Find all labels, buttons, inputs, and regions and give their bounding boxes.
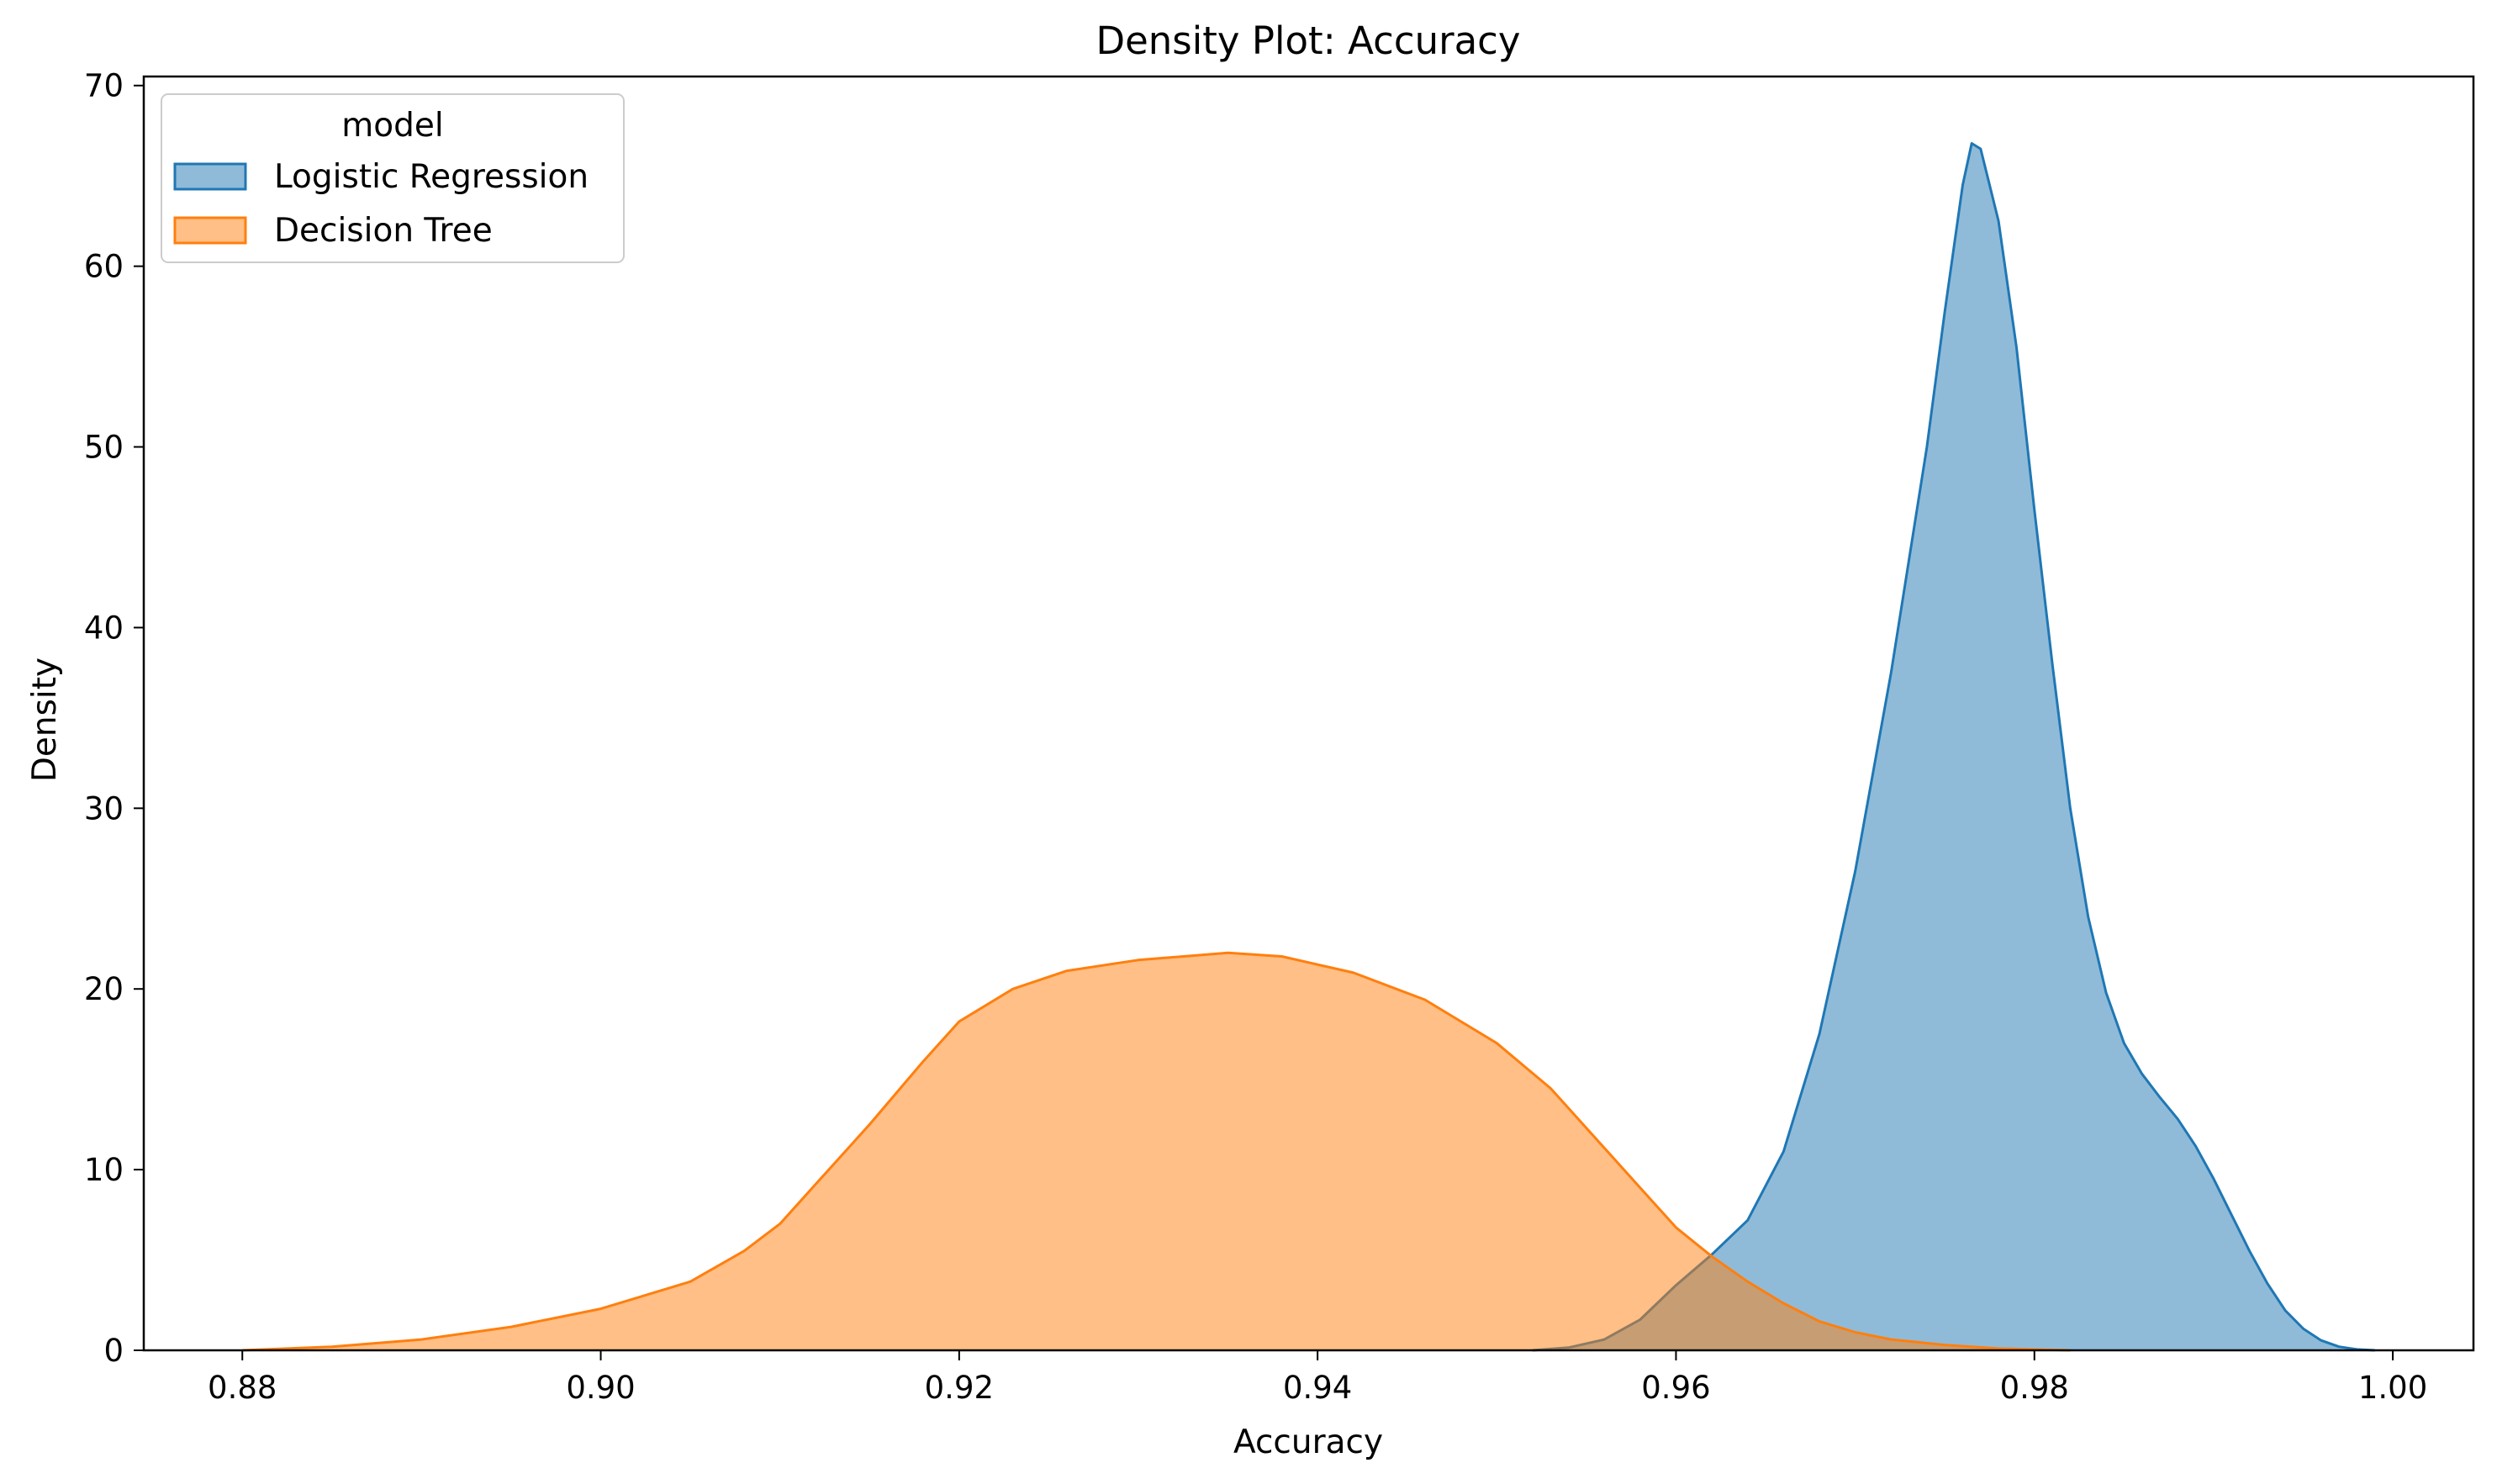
density-area-decision-tree xyxy=(242,953,2071,1350)
y-tick-label: 60 xyxy=(84,249,124,285)
y-axis-label: Density xyxy=(26,658,64,782)
y-tick-label: 40 xyxy=(84,610,124,646)
y-tick-label: 0 xyxy=(103,1333,124,1369)
density-line-decision-tree xyxy=(242,951,2071,1352)
plot-frame xyxy=(142,75,2475,1352)
x-tick-label: 0.88 xyxy=(208,1370,277,1406)
chart-title: Density Plot: Accuracy xyxy=(1095,18,1520,63)
y-tick-label: 70 xyxy=(84,68,124,104)
x-axis-label: Accuracy xyxy=(1233,1423,1383,1461)
x-tick-label: 0.90 xyxy=(566,1370,635,1406)
x-tick-label: 1.00 xyxy=(2358,1370,2427,1406)
y-tick-label: 10 xyxy=(84,1152,124,1188)
y-axis-ticks: 0 10 20 30 40 50 60 70 xyxy=(84,68,144,1369)
legend-swatch-decision-tree xyxy=(173,216,247,245)
density-line-logistic-regression xyxy=(1532,142,2375,1352)
x-tick-label: 0.98 xyxy=(2000,1370,2069,1406)
y-tick-label: 20 xyxy=(84,971,124,1007)
x-tick-label: 0.94 xyxy=(1283,1370,1352,1406)
x-tick-label: 0.96 xyxy=(1641,1370,1710,1406)
x-tick-label: 0.92 xyxy=(925,1370,994,1406)
legend-swatch-logistic-regression xyxy=(173,162,247,191)
density-area-logistic-regression xyxy=(1532,143,2375,1350)
legend-label-decision-tree: Decision Tree xyxy=(274,212,493,250)
y-tick-label: 30 xyxy=(84,790,124,826)
legend-title: model xyxy=(341,107,443,145)
legend-label-logistic-regression: Logistic Regression xyxy=(274,158,589,196)
x-axis-ticks: 0.88 0.90 0.92 0.94 0.96 0.98 1.00 xyxy=(208,1350,2427,1406)
y-tick-label: 50 xyxy=(84,430,124,466)
legend-box xyxy=(161,93,625,263)
plot-area xyxy=(142,75,2475,1352)
legend: model Logistic Regression Decision Tree xyxy=(161,93,625,263)
